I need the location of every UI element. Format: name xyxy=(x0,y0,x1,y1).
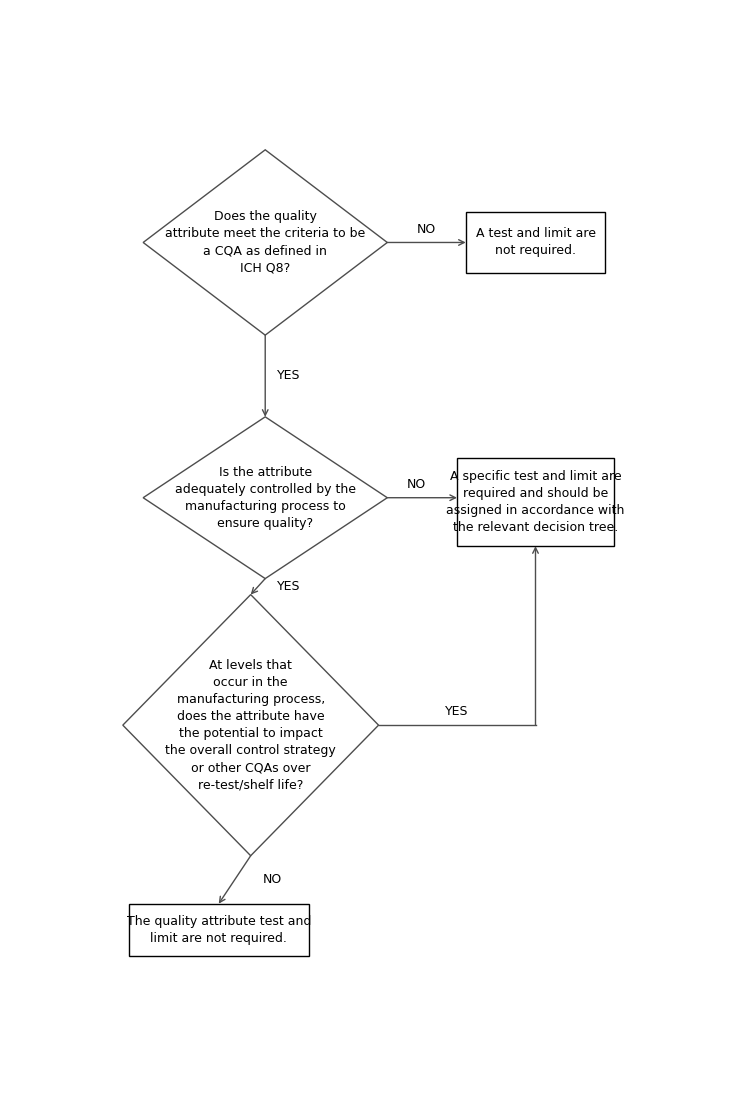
Bar xyxy=(466,212,605,272)
Text: NO: NO xyxy=(406,478,426,491)
Text: NO: NO xyxy=(262,873,281,886)
Text: Does the quality
attribute meet the criteria to be
a CQA as defined in
ICH Q8?: Does the quality attribute meet the crit… xyxy=(165,210,365,275)
Text: YES: YES xyxy=(277,580,300,593)
Text: NO: NO xyxy=(417,223,436,235)
Text: A specific test and limit are
required and should be
assigned in accordance with: A specific test and limit are required a… xyxy=(446,470,625,534)
Text: At levels that
occur in the
manufacturing process,
does the attribute have
the p: At levels that occur in the manufacturin… xyxy=(165,660,336,791)
Text: The quality attribute test and
limit are not required.: The quality attribute test and limit are… xyxy=(127,915,311,945)
Text: Is the attribute
adequately controlled by the
manufacturing process to
ensure qu: Is the attribute adequately controlled b… xyxy=(175,466,356,529)
Text: YES: YES xyxy=(446,706,469,719)
Text: YES: YES xyxy=(277,370,300,383)
Bar xyxy=(129,904,309,956)
Bar xyxy=(457,457,614,546)
Text: A test and limit are
not required.: A test and limit are not required. xyxy=(476,228,596,257)
